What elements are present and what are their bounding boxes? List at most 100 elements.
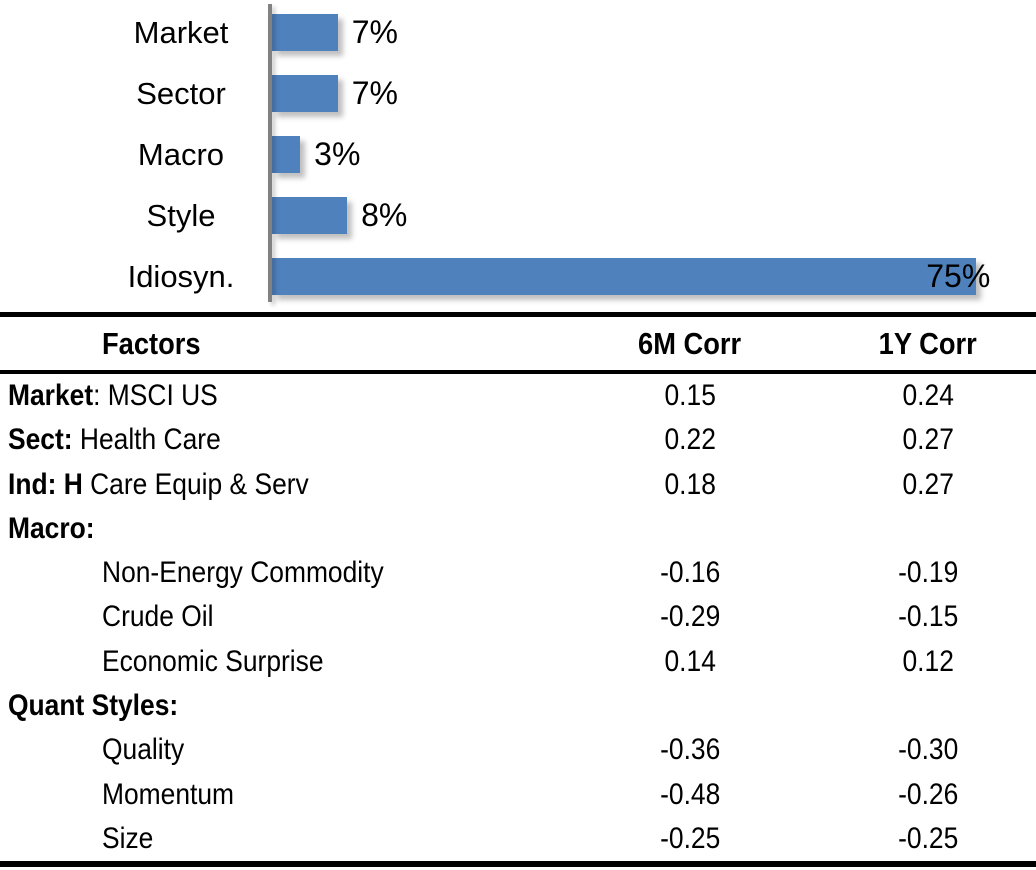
factor-label-4: Non-Energy Commodity: [102, 556, 384, 590]
corr-1y-value-4: -0.19: [897, 556, 959, 590]
table-row-6: Economic Surprise 0.14 0.12: [0, 640, 1036, 684]
bar-area-macro: 3%: [272, 136, 1036, 173]
corr-6m-cell-4: -0.16: [560, 556, 820, 590]
corr-6m-cell-1: 0.22: [560, 423, 820, 457]
corr-6m-cell-5: -0.29: [560, 600, 820, 634]
table-header-divider: [0, 370, 1036, 374]
factor-cell-7: Quant Styles:: [0, 689, 560, 723]
chart-row-idiosyn: Idiosyn. 75%: [0, 246, 1036, 307]
bar-market: [272, 14, 338, 51]
factor-label-rest-8: Quality: [102, 733, 185, 767]
bar-area-market: 7%: [272, 14, 1036, 51]
factor-label-7: Quant Styles:: [8, 689, 178, 723]
bar-area-sector: 7%: [272, 75, 1036, 112]
corr-6m-value-10: -0.25: [659, 821, 721, 855]
corr-1y-value-9: -0.26: [897, 777, 959, 811]
corr-1y-cell-10: -0.25: [820, 822, 1036, 856]
corr-1y-cell-9: -0.26: [820, 778, 1036, 812]
table-row-4: Non-Energy Commodity -0.16 -0.19: [0, 551, 1036, 595]
table-row-7: Quant Styles:: [0, 684, 1036, 728]
factor-label-rest-4: Non-Energy Commodity: [102, 556, 384, 590]
factor-label-rest-2: Care Equip & Serv: [82, 467, 309, 501]
factor-label-2: Ind: H Care Equip & Serv: [8, 468, 309, 502]
factor-cell-9: Momentum: [0, 778, 560, 812]
factor-label-rest-1: Health Care: [72, 423, 221, 457]
column-header-1y-corr-label: 1Y Corr: [878, 325, 978, 361]
factor-label-0: Market: MSCI US: [8, 379, 218, 413]
corr-1y-cell-1: 0.27: [820, 423, 1036, 457]
factor-cell-5: Crude Oil: [0, 600, 560, 634]
table-row-5: Crude Oil -0.29 -0.15: [0, 595, 1036, 639]
chart-row-market: Market 7%: [0, 2, 1036, 63]
bar-value-label-sector: 7%: [351, 75, 398, 111]
corr-6m-cell-8: -0.36: [560, 733, 820, 767]
corr-6m-cell-3: [560, 512, 820, 546]
corr-1y-cell-0: 0.24: [820, 379, 1036, 413]
factor-label-10: Size: [102, 822, 153, 856]
table-body: Market: MSCI US 0.15 0.24 Sect: Health Care…: [0, 374, 1036, 861]
corr-6m-value-9: -0.48: [659, 777, 721, 811]
table-row-10: Size -0.25 -0.25: [0, 817, 1036, 861]
corr-6m-value-2: 0.18: [664, 467, 716, 501]
table-top-border: [0, 312, 1036, 317]
factor-label-bold-1: Sect:: [8, 423, 73, 457]
factor-label-rest-0: : MSCI US: [93, 379, 218, 413]
chart-category-label-idiosyn: Idiosyn.: [127, 259, 235, 294]
bar-area-idiosyn: 75%: [272, 258, 1036, 295]
corr-1y-value-8: -0.30: [897, 733, 959, 767]
chart-category-label-market: Market: [133, 15, 229, 50]
column-header-factors-label: Factors: [102, 325, 201, 361]
corr-6m-value-1: 0.22: [664, 423, 716, 457]
factor-correlation-table: Factors 6M Corr 1Y Corr Market: MSCI US 0…: [0, 312, 1036, 867]
corr-6m-cell-7: [560, 689, 820, 723]
corr-6m-cell-0: 0.15: [560, 379, 820, 413]
corr-6m-value-5: -0.29: [659, 600, 721, 634]
corr-1y-value-6: 0.12: [902, 644, 954, 678]
factor-label-3: Macro:: [8, 512, 95, 546]
bar-value-label-style: 8%: [361, 197, 408, 233]
factor-label-bold-7: Quant Styles:: [8, 688, 179, 722]
corr-1y-value-1: 0.27: [902, 423, 954, 457]
table-row-2: Ind: H Care Equip & Serv 0.18 0.27: [0, 463, 1036, 507]
factor-label-8: Quality: [102, 733, 184, 767]
factor-cell-10: Size: [0, 822, 560, 856]
corr-1y-value-2: 0.27: [902, 467, 954, 501]
column-header-6m-corr-label: 6M Corr: [638, 325, 742, 361]
corr-6m-cell-6: 0.14: [560, 645, 820, 679]
factor-cell-8: Quality: [0, 733, 560, 767]
bar-style: [272, 197, 348, 234]
corr-6m-value-6: 0.14: [664, 644, 716, 678]
table-bottom-border: [0, 861, 1036, 867]
factor-label-6: Economic Surprise: [102, 645, 324, 679]
corr-6m-cell-9: -0.48: [560, 778, 820, 812]
factor-cell-4: Non-Energy Commodity: [0, 556, 560, 590]
factor-label-bold-3: Macro:: [8, 511, 95, 545]
table-row-1: Sect: Health Care 0.22 0.27: [0, 418, 1036, 462]
corr-1y-cell-7: [820, 689, 1036, 723]
column-header-factors: Factors: [0, 326, 560, 362]
corr-1y-value-0: 0.24: [902, 379, 954, 413]
factor-label-rest-10: Size: [102, 821, 154, 855]
corr-1y-cell-4: -0.19: [820, 556, 1036, 590]
chart-row-sector: Sector 7%: [0, 63, 1036, 124]
corr-6m-cell-10: -0.25: [560, 822, 820, 856]
factor-cell-3: Macro:: [0, 512, 560, 546]
bar-idiosyn: [272, 258, 977, 295]
corr-1y-value-5: -0.15: [897, 600, 959, 634]
chart-category-label-style: Style: [146, 198, 216, 233]
table-row-0: Market: MSCI US 0.15 0.24: [0, 374, 1036, 418]
column-header-1y-corr: 1Y Corr: [820, 326, 1036, 362]
corr-6m-cell-2: 0.18: [560, 468, 820, 502]
chart-category-label-macro: Macro: [137, 137, 225, 172]
corr-1y-cell-2: 0.27: [820, 468, 1036, 502]
corr-1y-cell-3: [820, 512, 1036, 546]
factor-label-bold-2: Ind: H: [8, 467, 83, 501]
factor-label-rest-6: Economic Surprise: [102, 644, 324, 678]
table-header-row: Factors 6M Corr 1Y Corr: [0, 317, 1036, 370]
column-header-6m-corr: 6M Corr: [560, 326, 820, 362]
corr-1y-value-10: -0.25: [897, 821, 959, 855]
corr-1y-cell-6: 0.12: [820, 645, 1036, 679]
factor-cell-0: Market: MSCI US: [0, 379, 560, 413]
factor-label-9: Momentum: [102, 778, 234, 812]
factor-cell-1: Sect: Health Care: [0, 423, 560, 457]
